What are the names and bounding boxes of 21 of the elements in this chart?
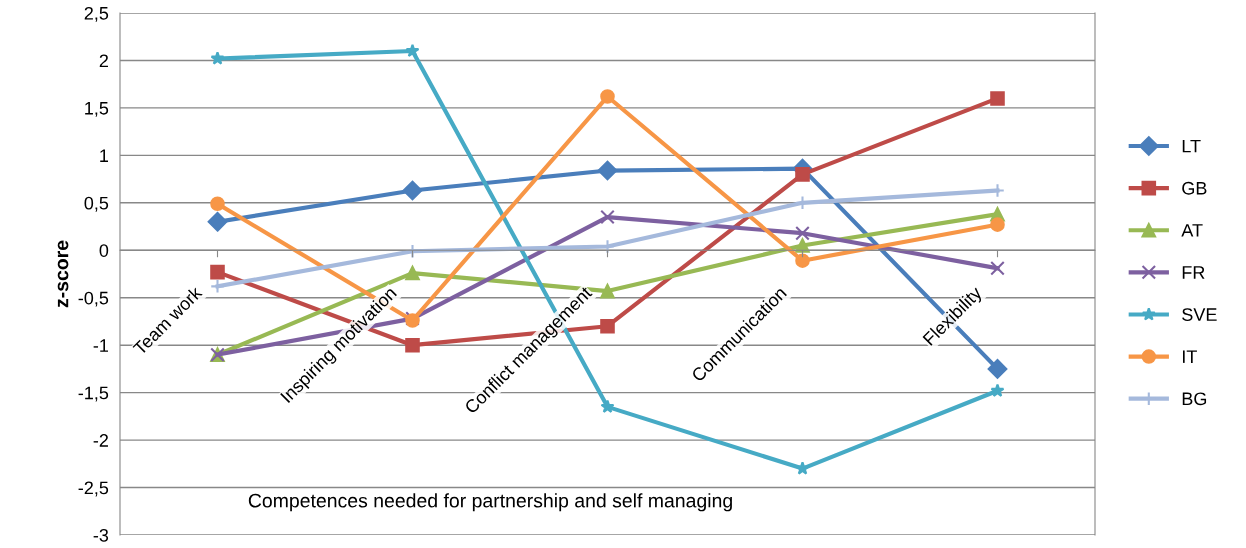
y-tick-label: 1,5 — [85, 102, 109, 117]
y-tick-label: -1,5 — [78, 386, 109, 402]
y-tick-label: -0,5 — [78, 291, 109, 307]
y-tick-label: 0,5 — [84, 196, 109, 212]
legend-label: IT — [1182, 350, 1197, 363]
y-tick-label: -3 — [93, 528, 109, 542]
legend-label: FR — [1182, 266, 1205, 279]
x-axis-title: Competences needed for partnership and self managing — [248, 493, 732, 512]
y-tick-label: -2 — [93, 434, 108, 447]
y-axis-title: z-score — [57, 240, 69, 308]
y-tick-label: 1 — [100, 149, 109, 162]
y-tick-label: 0 — [99, 244, 109, 257]
y-tick-label: -2,5 — [78, 481, 109, 497]
y-tick-label: 2,5 — [84, 6, 109, 22]
legend-label: AT — [1181, 224, 1203, 237]
legend-label: BG — [1182, 392, 1207, 406]
legend-label: SVE — [1182, 308, 1217, 321]
legend-label: GB — [1182, 181, 1207, 195]
y-tick-label: -1 — [93, 339, 109, 352]
legend-label: LT — [1182, 139, 1201, 153]
y-tick-label: 2 — [99, 54, 108, 67]
